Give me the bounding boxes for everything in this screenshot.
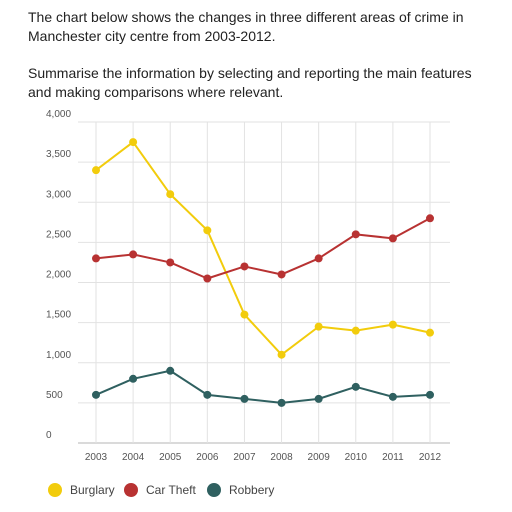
y-tick-label: 2,000 bbox=[46, 270, 71, 281]
data-point bbox=[277, 398, 286, 407]
y-tick-label: 4,000 bbox=[46, 109, 71, 120]
data-point bbox=[166, 366, 175, 375]
legend-item-burglary: Burglary bbox=[48, 483, 115, 497]
series-robbery bbox=[92, 366, 434, 407]
y-tick-label: 0 bbox=[46, 430, 52, 441]
data-point bbox=[240, 394, 249, 403]
y-tick-label: 3,000 bbox=[46, 189, 71, 200]
y-tick-label: 2,500 bbox=[46, 229, 71, 240]
data-point bbox=[92, 166, 100, 175]
task-prompt: The chart below shows the changes in thr… bbox=[28, 8, 498, 102]
data-point bbox=[426, 390, 434, 399]
data-point bbox=[426, 328, 434, 337]
legend-label: Car Theft bbox=[146, 483, 196, 497]
data-point bbox=[388, 320, 397, 329]
series-burglary bbox=[92, 138, 434, 359]
series-line bbox=[95, 369, 431, 404]
series-line bbox=[95, 217, 431, 280]
data-point bbox=[92, 390, 100, 399]
data-point bbox=[351, 326, 360, 335]
data-point bbox=[92, 254, 100, 263]
legend-swatch bbox=[207, 483, 221, 497]
data-point bbox=[166, 190, 175, 199]
task-instruction: Summarise the information by selecting a… bbox=[28, 65, 472, 100]
data-point bbox=[129, 250, 138, 259]
data-point bbox=[277, 350, 286, 359]
legend-swatch bbox=[48, 483, 62, 497]
data-point bbox=[129, 374, 138, 383]
data-point bbox=[203, 226, 212, 235]
data-point bbox=[203, 274, 212, 283]
data-point bbox=[129, 138, 138, 147]
data-point bbox=[314, 394, 323, 403]
x-tick-label: 2003 bbox=[85, 452, 108, 463]
x-tick-label: 2006 bbox=[196, 452, 219, 463]
x-tick-label: 2010 bbox=[345, 452, 368, 463]
data-point bbox=[388, 392, 397, 401]
legend-item-car-theft: Car Theft bbox=[124, 483, 196, 497]
y-tick-label: 3,500 bbox=[46, 149, 71, 160]
x-tick-label: 2004 bbox=[122, 452, 145, 463]
data-point bbox=[351, 230, 360, 239]
y-tick-label: 1,000 bbox=[46, 350, 71, 361]
legend-item-robbery: Robbery bbox=[207, 483, 274, 497]
task-description: The chart below shows the changes in thr… bbox=[28, 9, 464, 44]
x-tick-label: 2011 bbox=[382, 452, 404, 463]
data-point bbox=[240, 262, 249, 271]
chart-legend: Burglary Car Theft Robbery bbox=[48, 483, 274, 497]
x-axis: 2003 2004 2005 2006 2007 2008 2009 2010 2011 2012 bbox=[85, 452, 442, 463]
y-axis: 0 500 1,000 1,500 2,000 2,500 3,000 3,500 4,000 bbox=[46, 109, 71, 441]
x-tick-label: 2009 bbox=[308, 452, 331, 463]
x-tick-label: 2008 bbox=[270, 452, 293, 463]
data-point bbox=[203, 390, 212, 399]
data-point bbox=[314, 322, 323, 331]
chart-grid bbox=[78, 121, 450, 444]
data-point bbox=[388, 234, 397, 243]
legend-label: Robbery bbox=[229, 483, 274, 497]
y-tick-label: 1,500 bbox=[46, 310, 71, 321]
legend-swatch bbox=[124, 483, 138, 497]
y-tick-label: 500 bbox=[46, 390, 63, 401]
series-lines bbox=[92, 138, 434, 407]
data-point bbox=[277, 270, 286, 279]
data-point bbox=[426, 214, 434, 223]
data-point bbox=[166, 258, 175, 267]
x-tick-label: 2007 bbox=[233, 452, 256, 463]
data-point bbox=[314, 254, 323, 263]
x-tick-label: 2005 bbox=[159, 452, 182, 463]
x-tick-label: 2012 bbox=[419, 452, 442, 463]
data-point bbox=[351, 382, 360, 391]
series-car-theft bbox=[92, 214, 434, 283]
series-line bbox=[95, 141, 431, 356]
data-point bbox=[240, 310, 249, 319]
legend-label: Burglary bbox=[70, 483, 115, 497]
